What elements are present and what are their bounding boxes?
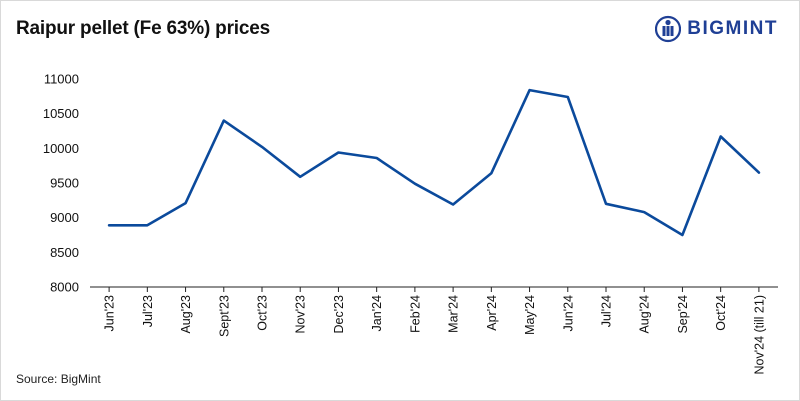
x-tick-label: Nov'24 (till 21) (752, 295, 766, 375)
logo-text: BIGMINT (687, 18, 778, 39)
brand-logo: BIGMINT (655, 13, 778, 45)
x-tick-label: May'24 (523, 295, 537, 335)
y-tick-label: 10500 (43, 106, 79, 121)
x-tick-label: Apr'24 (485, 295, 499, 331)
y-tick-label: 8000 (50, 280, 79, 295)
x-tick-label: Jun'24 (561, 295, 575, 331)
series-line (107, 88, 761, 237)
x-tick-label: Jan'24 (370, 295, 384, 331)
y-tick-label: 8500 (50, 245, 79, 260)
x-tick-label: Jun'23 (103, 295, 117, 331)
x-tick-label: Nov'23 (294, 295, 308, 334)
x-tick-label: Feb'24 (408, 295, 422, 333)
x-tick-label: Aug'23 (179, 295, 193, 334)
chart-title: Raipur pellet (Fe 63%) prices (16, 18, 270, 39)
y-tick-label: 10000 (43, 141, 79, 156)
x-tick-label: Jul'23 (141, 295, 155, 327)
bigmint-logo-icon (655, 15, 682, 43)
x-tick-label: Sep'24 (676, 295, 690, 334)
x-tick-label: Mar'24 (447, 295, 461, 333)
x-tick-label: Oct'24 (714, 295, 728, 331)
y-tick-label: 11000 (44, 72, 79, 87)
x-tick-label: Oct'23 (256, 295, 270, 331)
x-tick-label: Dec'23 (332, 295, 346, 334)
y-tick-label: 9000 (50, 210, 79, 225)
x-tick-label: Jul'24 (600, 295, 614, 327)
x-tick-label: Aug'24 (638, 295, 652, 334)
source-note: Source: BigMint (16, 372, 101, 386)
x-tick-label: Sept'23 (217, 295, 231, 337)
y-tick-label: 9500 (50, 176, 79, 191)
